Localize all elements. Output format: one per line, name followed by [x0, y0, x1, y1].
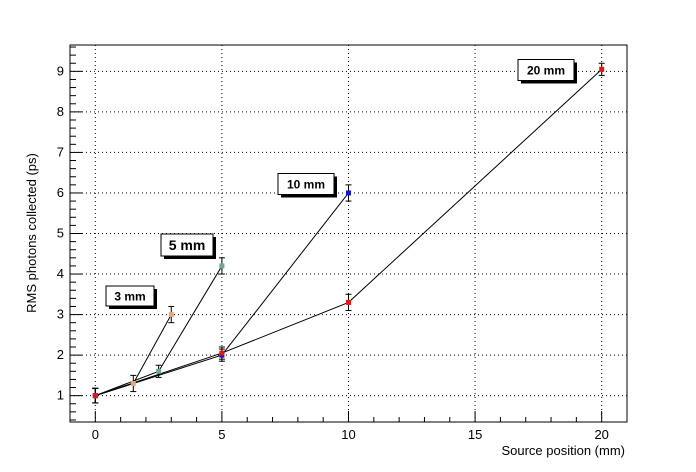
annotation-label: 5 mm	[169, 237, 206, 253]
annotation-label: 20 mm	[527, 63, 565, 77]
annotation-box: 10 mm	[277, 173, 337, 198]
annotation-frame	[105, 285, 155, 307]
data-point	[346, 299, 351, 305]
x-tick-label: 5	[218, 427, 225, 442]
data-point	[346, 190, 351, 196]
y-tick-label: 9	[57, 63, 64, 78]
data-point	[130, 380, 136, 386]
axis-ticks	[69, 46, 628, 422]
annotation-frame	[277, 173, 335, 195]
y-tick-label: 3	[57, 307, 64, 322]
y-tick-label: 7	[57, 144, 64, 159]
annotation-box: 20 mm	[517, 59, 577, 84]
data-point	[219, 350, 225, 356]
annotation-frame	[517, 59, 575, 81]
annotation-label: 10 mm	[287, 177, 325, 191]
data-points	[92, 66, 605, 399]
x-tick-label: 15	[468, 427, 482, 442]
data-point	[219, 263, 225, 269]
annotation-box: 3 mm	[105, 285, 157, 309]
y-tick-label: 2	[57, 347, 64, 362]
y-axis-title: RMS photons collected (ps)	[24, 153, 39, 313]
x-axis-title: Source position (mm)	[501, 443, 625, 458]
annotation-box: 5 mm	[160, 233, 216, 259]
x-tick-label: 10	[341, 427, 355, 442]
x-tick-label: 20	[594, 427, 608, 442]
y-tick-label: 5	[57, 226, 64, 241]
annotations: 3 mm 5 mm 10 mm 20 mm	[105, 59, 577, 309]
y-tick-label: 8	[57, 104, 64, 119]
y-tick-label: 1	[57, 388, 64, 403]
data-point	[156, 368, 162, 374]
data-point	[168, 312, 174, 318]
tick-labels: 0 5 10 15 20 1 2 3 4 5 6 7 8 9	[57, 63, 609, 442]
y-tick-label: 4	[57, 266, 64, 281]
annotation-frame	[160, 233, 214, 257]
data-point	[599, 66, 605, 72]
data-point	[92, 393, 98, 399]
y-tick-label: 6	[57, 185, 64, 200]
annotation-label: 3 mm	[114, 289, 145, 303]
x-tick-label: 0	[92, 427, 99, 442]
